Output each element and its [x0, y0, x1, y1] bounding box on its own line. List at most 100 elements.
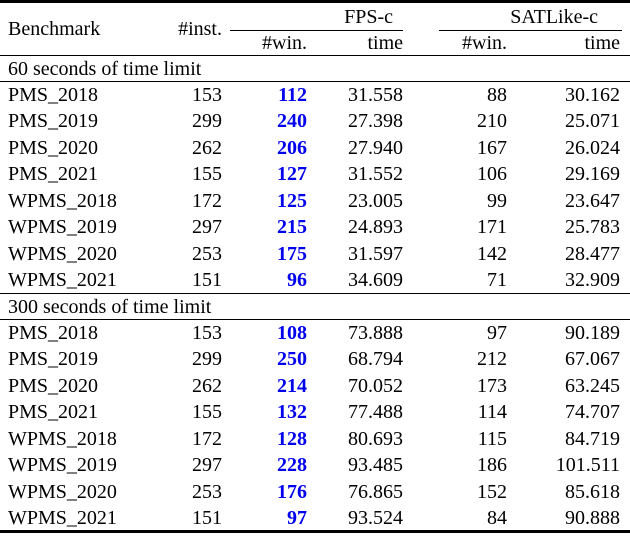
satlike-group-label: SATLike-c	[439, 6, 623, 31]
instance-count: 299	[192, 348, 222, 371]
fps-win-count: 128	[277, 427, 307, 450]
satlike-time: 84.719	[565, 427, 621, 450]
fps-time: 93.485	[348, 454, 403, 477]
fps-time: 68.794	[348, 348, 403, 371]
instance-count: 253	[192, 242, 222, 265]
fps-group-label: FPS-c	[230, 6, 403, 31]
fps-time: 93.524	[348, 506, 403, 529]
benchmark-name: PMS_2019	[8, 110, 99, 133]
satlike-win-count: 167	[477, 136, 507, 159]
table-body: 60 seconds of time limit PMS_2018 153 11…	[0, 55, 630, 532]
fps-time: 70.052	[348, 374, 403, 397]
benchmark-results-table: Benchmark #inst. FPS-c SATLike-c #win. t…	[0, 0, 630, 533]
satlike-time: 30.162	[565, 84, 621, 106]
fps-time: 77.488	[348, 401, 403, 424]
benchmark-name: WPMS_2021	[8, 506, 117, 529]
section-header-row: 300 seconds of time limit	[0, 293, 630, 320]
table-row: WPMS_2020 253 175 31.597 142 28.477	[0, 241, 630, 268]
satlike-win-count: 71	[487, 269, 507, 291]
satlike-win-count: 142	[477, 242, 507, 265]
fps-win-count: 112	[278, 84, 307, 106]
fps-win-count: 127	[277, 163, 307, 186]
fps-win-count: 240	[277, 110, 307, 133]
fps-win-count: 214	[277, 374, 307, 397]
benchmark-name: PMS_2020	[8, 374, 99, 397]
table-row: WPMS_2019 297 215 24.893 171 25.783	[0, 214, 630, 241]
instance-count: 297	[192, 454, 222, 477]
satlike-win-count: 99	[487, 189, 507, 212]
instance-count: 155	[192, 163, 222, 186]
fps-time: 31.597	[348, 242, 403, 265]
satlike-win-count: 210	[477, 110, 507, 133]
satlike-win-count: 212	[477, 348, 507, 371]
satlike-time: 26.024	[565, 136, 621, 159]
benchmark-name: WPMS_2020	[8, 480, 117, 503]
table-row: PMS_2018 153 108 73.888 97 90.189	[0, 320, 630, 347]
instance-count: 253	[192, 480, 222, 503]
fps-time: 27.940	[348, 136, 403, 159]
benchmark-name: WPMS_2018	[8, 189, 117, 212]
fps-time: 80.693	[348, 427, 403, 450]
satlike-time: 74.707	[565, 401, 621, 424]
instance-count: 155	[192, 401, 222, 424]
table-row: PMS_2020 262 206 27.940 167 26.024	[0, 135, 630, 162]
benchmark-name: PMS_2021	[8, 163, 99, 186]
fps-time: 73.888	[348, 322, 403, 344]
fps-win-count: 215	[277, 216, 307, 239]
instance-count: 262	[192, 374, 222, 397]
header-fps-time: time	[367, 31, 403, 54]
header-benchmark: Benchmark	[8, 18, 101, 40]
table-header: Benchmark #inst. FPS-c SATLike-c #win. t…	[0, 2, 630, 56]
satlike-win-count: 115	[477, 427, 507, 450]
satlike-time: 23.647	[565, 189, 621, 212]
satlike-time: 25.783	[565, 216, 621, 239]
table-row: PMS_2018 153 112 31.558 88 30.162	[0, 82, 630, 109]
header-sat-time: time	[584, 31, 621, 54]
satlike-time: 32.909	[565, 269, 621, 291]
table-row: PMS_2020 262 214 70.052 173 63.245	[0, 373, 630, 400]
section-title: 60 seconds of time limit	[8, 57, 202, 80]
instance-count: 299	[192, 110, 222, 133]
table-row: PMS_2019 299 240 27.398 210 25.071	[0, 108, 630, 135]
satlike-time: 28.477	[565, 242, 621, 265]
benchmark-name: WPMS_2020	[8, 242, 117, 265]
satlike-win-count: 173	[477, 374, 507, 397]
fps-time: 23.005	[348, 189, 403, 212]
benchmark-name: PMS_2020	[8, 136, 99, 159]
table-row: WPMS_2019 297 228 93.485 186 101.511	[0, 452, 630, 479]
satlike-win-count: 186	[477, 454, 507, 477]
fps-time: 24.893	[348, 216, 403, 239]
table-row: WPMS_2020 253 176 76.865 152 85.618	[0, 479, 630, 506]
benchmark-name: WPMS_2019	[8, 216, 117, 239]
header-inst: #inst.	[178, 18, 222, 40]
header-fps-win: #win.	[262, 31, 307, 54]
satlike-win-count: 171	[477, 216, 507, 239]
fps-win-count: 250	[277, 348, 307, 371]
instance-count: 151	[192, 506, 222, 529]
table-row: WPMS_2018 172 128 80.693 115 84.719	[0, 426, 630, 453]
satlike-time: 67.067	[565, 348, 621, 371]
benchmark-name: WPMS_2021	[8, 269, 117, 291]
fps-time: 76.865	[348, 480, 403, 503]
fps-win-count: 206	[277, 136, 307, 159]
satlike-time: 90.888	[565, 506, 621, 529]
satlike-win-count: 106	[477, 163, 507, 186]
table-row: WPMS_2018 172 125 23.005 99 23.647	[0, 188, 630, 215]
benchmark-name: PMS_2018	[8, 84, 99, 106]
header-group-satlike: SATLike-c	[403, 2, 630, 31]
satlike-win-count: 88	[487, 84, 507, 106]
header-group-fps: FPS-c	[222, 2, 403, 31]
satlike-win-count: 152	[477, 480, 507, 503]
satlike-time: 85.618	[565, 480, 621, 503]
fps-win-count: 125	[277, 189, 307, 212]
fps-win-count: 176	[277, 480, 307, 503]
satlike-win-count: 97	[487, 322, 507, 344]
benchmark-name: PMS_2019	[8, 348, 99, 371]
table-row: PMS_2021 155 132 77.488 114 74.707	[0, 399, 630, 426]
satlike-time: 101.511	[555, 454, 621, 477]
fps-time: 34.609	[348, 269, 403, 291]
fps-time: 27.398	[348, 110, 403, 133]
satlike-win-count: 114	[477, 401, 507, 424]
satlike-time: 29.169	[565, 163, 621, 186]
instance-count: 297	[192, 216, 222, 239]
